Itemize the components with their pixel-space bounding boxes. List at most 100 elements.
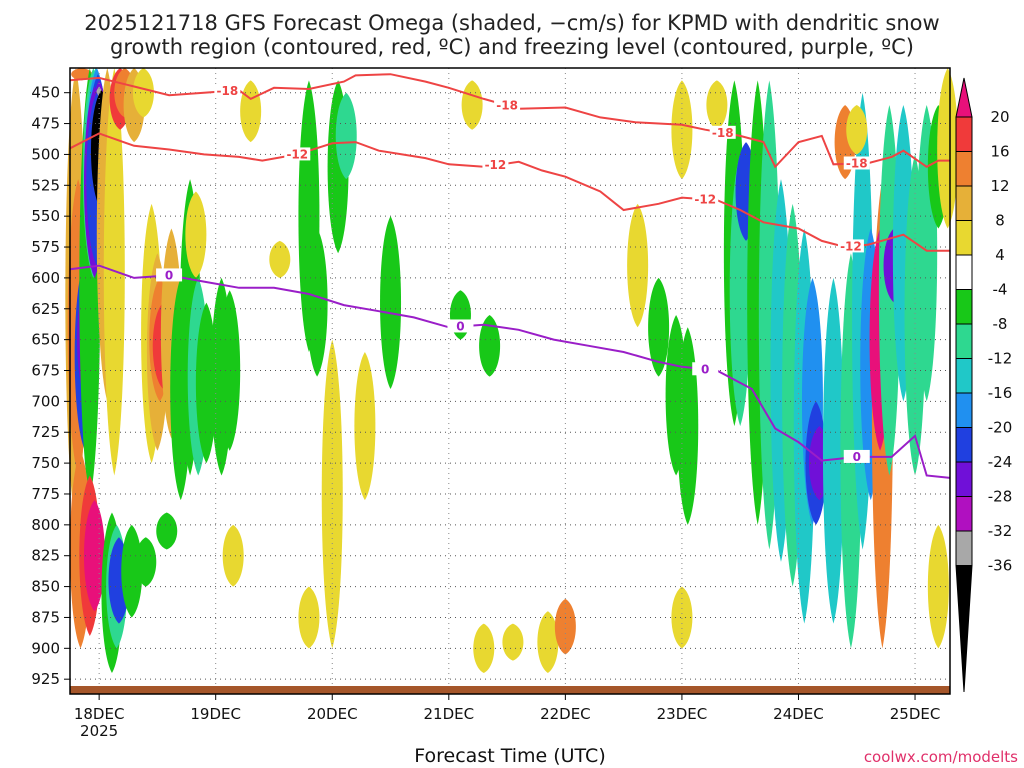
shade-blob — [298, 586, 320, 649]
colorbar-swatch — [955, 220, 973, 256]
colorbar-label: -20 — [988, 419, 1013, 437]
colorbar: 20 16 12 8 4 -4 -8 -12 -16 -20 -24 -28 -32 -36 — [955, 77, 1013, 693]
y-tick-label: 650 — [31, 331, 60, 349]
dgz-minus18-label: -18 — [217, 84, 239, 98]
y-tick-label: 850 — [31, 578, 60, 596]
shade-blob — [627, 203, 649, 328]
colorbar-swatch — [955, 151, 973, 187]
shade-blob — [473, 623, 495, 674]
colorbar-swatch — [955, 392, 973, 428]
colorbar-label: -16 — [988, 384, 1013, 402]
y-tick-label: 800 — [31, 516, 60, 534]
colorbar-label: 20 — [990, 108, 1009, 126]
colorbar-label: -32 — [988, 522, 1013, 540]
shade-blob — [269, 240, 291, 278]
chart-title-line1: 2025121718 GFS Forecast Omega (shaded, −… — [84, 11, 939, 35]
y-tick-label: 700 — [31, 392, 60, 410]
dgz-minus18-label-bg — [709, 125, 736, 139]
y-tick-label: 550 — [31, 207, 60, 225]
dgz-minus12-label: -12 — [840, 239, 862, 253]
chart-title-line2: growth region (contoured, red, ºC) and f… — [110, 35, 914, 59]
colorbar-arrow-bottom — [955, 565, 973, 693]
shade-blob — [846, 105, 868, 155]
dgz-minus18-label: -18 — [846, 156, 868, 170]
y-tick-label: 900 — [31, 639, 60, 657]
colorbar-label: -36 — [988, 557, 1013, 575]
shade-blob — [335, 92, 357, 180]
freezing-level-label-bg — [156, 268, 183, 282]
colorbar-swatch — [955, 289, 973, 325]
x-tick-sublabel: 2025 — [80, 722, 118, 740]
y-tick-label: 825 — [31, 547, 60, 565]
shade-blob — [671, 586, 693, 649]
temperature-contours: -18 -18 -18 -18 -12 -12 -12 -12 0 0 0 0 — [69, 73, 951, 479]
colorbar-swatch — [955, 254, 973, 290]
y-tick-label: 750 — [31, 454, 60, 472]
y-tick-label: 450 — [31, 84, 60, 102]
x-tick-label: 19DEC — [190, 705, 241, 723]
shade-blob — [195, 302, 217, 464]
shade-blob — [71, 68, 93, 81]
shade-blob — [502, 623, 524, 661]
colorbar-swatch — [955, 116, 973, 152]
shade-blob — [83, 500, 105, 612]
freezing-level-line — [69, 264, 951, 479]
freezing-level-label-bg — [692, 362, 719, 376]
dgz-minus12-label: -12 — [694, 192, 716, 206]
credit-text[interactable]: coolwx.com/modelts — [864, 748, 1018, 766]
colorbar-label: -4 — [993, 281, 1008, 299]
dgz-minus12-label: -12 — [485, 158, 507, 172]
dgz-minus18-label-bg — [214, 84, 241, 98]
y-tick-label: 500 — [31, 145, 60, 163]
colorbar-swatch — [955, 496, 973, 532]
y-axis: 450 475 500 525 550 575 600 625 650 675 700 725 750 7… — [31, 84, 70, 688]
shade-blob — [156, 512, 178, 550]
shade-blob — [185, 191, 207, 278]
dgz-minus18-label: -18 — [712, 126, 734, 140]
ground-strip — [70, 686, 950, 694]
shade-blob — [648, 277, 670, 377]
shade-blob — [219, 290, 241, 451]
y-tick-label: 775 — [31, 485, 60, 503]
plot-frame — [69, 67, 951, 695]
shade-blob — [937, 68, 959, 229]
colorbar-swatch — [955, 185, 973, 221]
dgz-minus12-label-bg — [837, 239, 864, 253]
y-tick-label: 600 — [31, 269, 60, 287]
grid-lines — [70, 68, 950, 694]
shade-blob — [135, 537, 157, 587]
freezing-level-label-bg — [843, 449, 870, 463]
freezing-level-label: 0 — [701, 362, 709, 376]
colorbar-arrow-top — [955, 77, 973, 118]
shade-blob — [554, 598, 576, 655]
freezing-level-label: 0 — [853, 450, 861, 464]
colorbar-swatch — [955, 530, 973, 566]
dgz-minus12-label-bg — [482, 158, 509, 172]
shade-blob — [222, 524, 244, 587]
dgz-minus12-label-bg — [284, 147, 311, 161]
colorbar-label: -8 — [993, 315, 1008, 333]
y-tick-label: 575 — [31, 238, 60, 256]
x-tick-label: 20DEC — [307, 705, 358, 723]
shade-blob — [306, 228, 328, 377]
colorbar-label: 12 — [990, 177, 1009, 195]
shade-blob — [380, 216, 402, 390]
shade-blob — [677, 327, 699, 525]
y-tick-label: 475 — [31, 115, 60, 133]
x-axis-label: Forecast Time (UTC) — [414, 745, 605, 767]
y-tick-label: 875 — [31, 608, 60, 626]
shade-blob — [479, 314, 501, 377]
dgz-minus18-label: -18 — [496, 98, 518, 112]
x-tick-label: 24DEC — [773, 705, 824, 723]
colorbar-label: -24 — [988, 453, 1013, 471]
shade-blob — [537, 611, 559, 674]
colorbar-label: 16 — [990, 143, 1009, 161]
shade-blob — [706, 80, 728, 130]
colorbar-swatch — [955, 323, 973, 359]
y-tick-label: 725 — [31, 423, 60, 441]
x-tick-label: 21DEC — [424, 705, 475, 723]
x-tick-label: 22DEC — [540, 705, 591, 723]
shade-blob — [121, 524, 143, 618]
